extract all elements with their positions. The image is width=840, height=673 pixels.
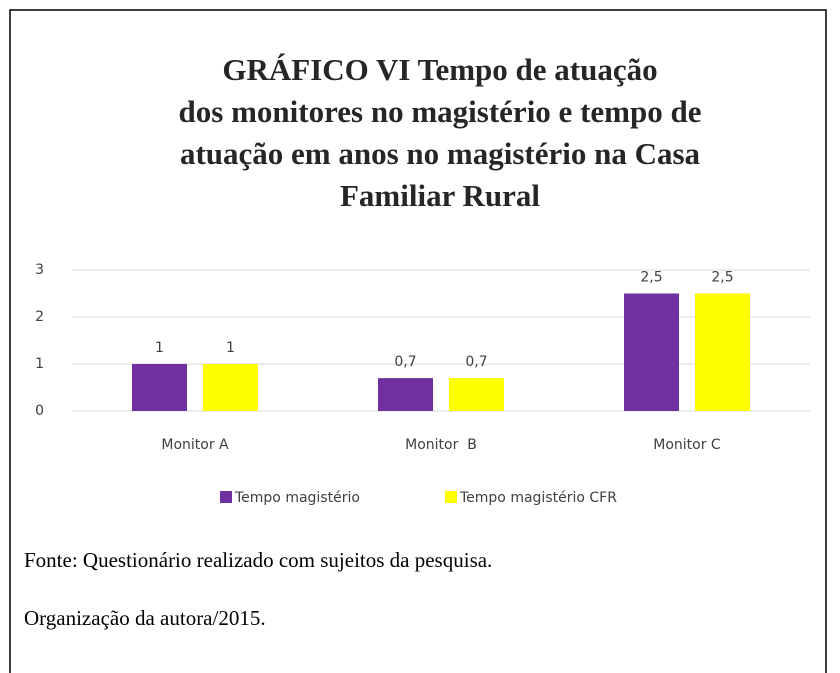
bar [132,364,187,411]
bar [624,293,679,411]
value-label: 2,5 [640,270,662,286]
bar [203,364,258,411]
note: Fonte: Questionário realizado com sujeit… [24,548,492,572]
value-label: 1 [155,340,164,356]
value-label: 0,7 [465,354,487,370]
y-tick-label: 0 [35,403,44,419]
bar [449,378,504,411]
x-tick-label: Monitor C [653,437,721,453]
y-tick-label: 1 [35,356,44,372]
frame [9,9,827,673]
x-tick-label: Monitor A [161,437,229,453]
note: Organização da autora/2015. [24,606,266,630]
x-tick-label: Monitor B [405,437,477,453]
legend-label: Tempo magistério [234,490,360,506]
chart-title: Familiar Rural [340,178,540,213]
legend-label: Tempo magistério CFR [459,490,617,506]
y-tick-label: 2 [35,309,44,325]
value-label: 0,7 [394,354,416,370]
legend-swatch [220,491,232,503]
y-tick-label: 3 [35,262,44,278]
chart-title: dos monitores no magistério e tempo de [179,94,702,129]
bar [378,378,433,411]
value-label: 2,5 [711,270,733,286]
value-label: 1 [226,340,235,356]
legend-swatch [445,491,457,503]
bar [695,293,750,411]
chart-title: GRÁFICO VI Tempo de atuação [222,52,657,87]
chart-title: atuação em anos no magistério na Casa [180,136,701,171]
